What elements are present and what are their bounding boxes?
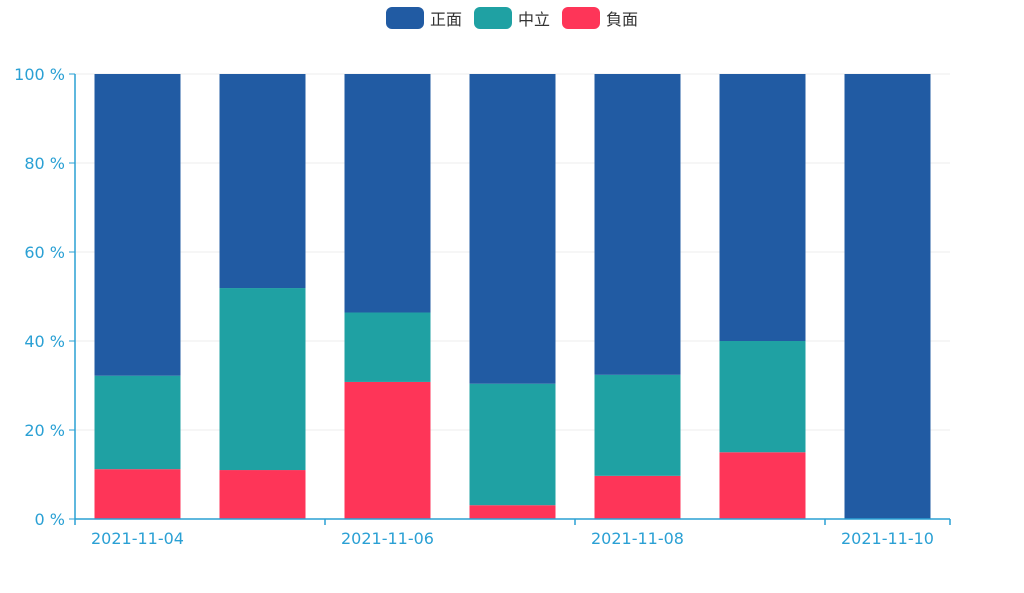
- bar-positive: [469, 74, 556, 384]
- bar-positive: [219, 74, 306, 289]
- bar-negative: [94, 469, 181, 519]
- bar-neutral: [719, 341, 806, 453]
- bar-positive: [594, 74, 681, 375]
- legend-item-neutral[interactable]: 中立: [473, 6, 550, 30]
- bar-positive: [719, 74, 806, 341]
- legend-label-positive: 正面: [429, 10, 462, 29]
- legend-swatch-negative: [562, 7, 600, 29]
- legend-label-negative: 負面: [606, 10, 639, 29]
- legend-item-negative[interactable]: 負面: [562, 6, 638, 30]
- bar-negative: [719, 452, 806, 519]
- legend-swatch-neutral: [473, 7, 512, 29]
- x-tick-label: 2021-11-10: [841, 529, 934, 548]
- legend-item-positive[interactable]: 正面: [385, 6, 462, 30]
- bar-neutral: [94, 375, 181, 470]
- bar-negative: [469, 505, 556, 519]
- y-tick-label: 0 %: [35, 510, 65, 529]
- legend: 正面 中立 負面: [0, 6, 1024, 30]
- bar-neutral: [594, 374, 681, 476]
- y-tick-label: 80 %: [24, 154, 65, 173]
- legend-label-neutral: 中立: [517, 10, 550, 29]
- y-tick-label: 40 %: [24, 332, 65, 351]
- bar-neutral: [469, 383, 556, 506]
- y-tick-label: 20 %: [24, 421, 65, 440]
- legend-swatch-positive: [385, 7, 424, 29]
- bar-negative: [594, 475, 681, 519]
- bar-positive: [94, 74, 181, 376]
- bar-neutral: [219, 288, 306, 471]
- bar-negative: [344, 381, 431, 519]
- x-tick-label: 2021-11-08: [591, 529, 684, 548]
- bar-positive: [344, 74, 431, 313]
- y-tick-label: 100 %: [14, 65, 65, 84]
- x-tick-label: 2021-11-04: [91, 529, 184, 548]
- bar-positive: [844, 74, 931, 519]
- bar-neutral: [344, 312, 431, 382]
- y-tick-label: 60 %: [24, 243, 65, 262]
- bar-negative: [219, 470, 306, 519]
- x-tick-label: 2021-11-06: [341, 529, 434, 548]
